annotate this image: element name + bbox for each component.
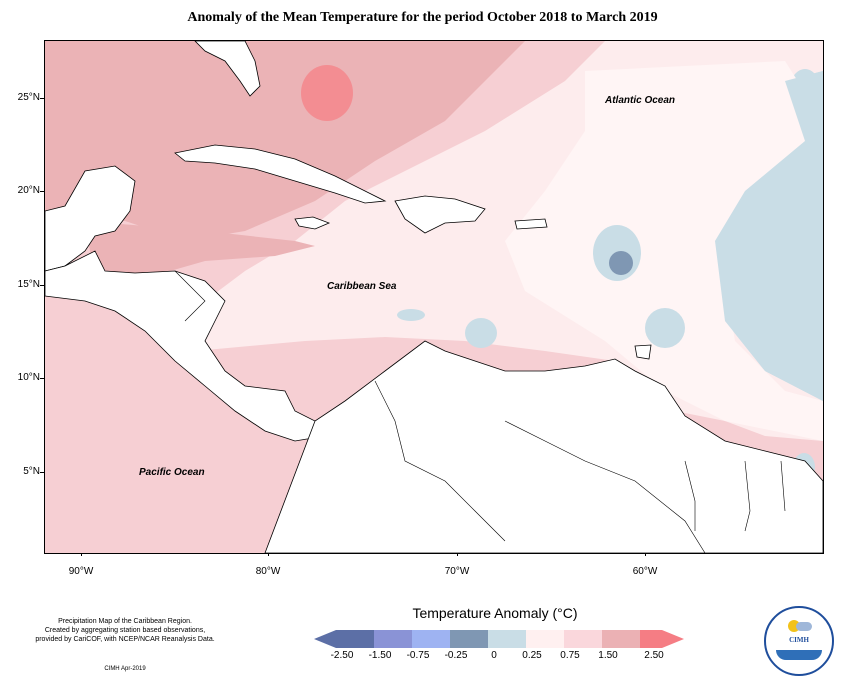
legend-tick-label: -0.25 [444, 650, 468, 661]
anomaly-hotspot-bahamas [301, 65, 353, 121]
logo-text: CIMH [789, 636, 809, 644]
pacific-ocean-label: Pacific Ocean [139, 467, 205, 478]
legend-swatch [602, 630, 640, 648]
anomaly-coldspot-barbados [645, 308, 685, 348]
legend-tick-label: -0.75 [406, 650, 430, 661]
legend-swatch [412, 630, 450, 648]
land-puerto-rico [514, 218, 548, 230]
legend-swatch-high-arrow [662, 630, 684, 648]
anomaly-map[interactable]: Atlantic Ocean Caribbean Sea Pacific Oce… [44, 40, 824, 554]
land-hispaniola [394, 195, 486, 234]
legend-swatch [450, 630, 488, 648]
border-colombia-venezuela [374, 380, 506, 542]
land-florida [194, 41, 261, 97]
anomaly-field-atlantic-cool-2 [715, 71, 823, 401]
caribbean-sea-label: Caribbean Sea [327, 281, 397, 292]
anomaly-field-neutral [505, 61, 823, 441]
lat-tick-20: 20°N [17, 185, 40, 196]
cloud-icon [796, 622, 812, 631]
border-guyana-suriname [684, 460, 696, 531]
legend-swatch [374, 630, 412, 648]
caption-line-2: Created by aggregating station based obs… [44, 627, 206, 634]
wave-icon [776, 650, 822, 660]
legend-tick-label: 0 [491, 650, 497, 661]
land-trinidad [634, 344, 652, 360]
country-borders [174, 270, 786, 553]
border-fguiana-brazil [780, 460, 786, 512]
lon-tickmark [268, 552, 269, 556]
lon-tick-60: 60°W [632, 566, 658, 577]
caption-line-1: Precipitation Map of the Caribbean Regio… [58, 618, 192, 625]
legend-tick-label: 0.25 [522, 650, 542, 661]
land-jamaica [294, 216, 331, 230]
credit-text: CIMH Apr-2019 [104, 666, 146, 672]
lat-tick-15: 15°N [17, 279, 40, 290]
legend-colorbar [314, 630, 684, 648]
legend-tick-label: -2.50 [330, 650, 354, 661]
border-venezuela-brazil [504, 420, 706, 553]
lat-tickmark [40, 472, 44, 473]
lat-tickmark [40, 285, 44, 286]
legend-title: Temperature Anomaly (°C) [412, 605, 578, 621]
legend-tick-label: 0.75 [560, 650, 580, 661]
legend-swatch [336, 630, 374, 648]
land-south-america [264, 340, 823, 553]
land-outlines [45, 41, 823, 553]
lon-tickmark [81, 552, 82, 556]
lat-tick-5: 5°N [23, 466, 40, 477]
legend-swatch [526, 630, 564, 648]
lon-tick-90: 90°W [68, 566, 94, 577]
legend-swatch [488, 630, 526, 648]
map-caption: Precipitation Map of the Caribbean Regio… [0, 617, 250, 644]
map-title: Anomaly of the Mean Temperature for the … [187, 10, 658, 25]
legend-tick-label: 2.50 [644, 650, 664, 661]
border-suriname-fguiana [744, 460, 751, 532]
legend-swatch [640, 630, 662, 648]
lon-tick-70: 70°W [444, 566, 470, 577]
anomaly-field-honduras [85, 221, 315, 281]
anomaly-coldspot-antilles-core [609, 251, 633, 275]
legend-swatch [564, 630, 602, 648]
lon-tickmark [645, 552, 646, 556]
border-central-america [174, 270, 206, 322]
anomaly-coldspot-curacao [465, 318, 497, 348]
anomaly-field-0.75 [45, 41, 525, 241]
legend-swatch-low-arrow [314, 630, 336, 648]
legend-tick-label: -1.50 [368, 650, 392, 661]
legend-tick-label: 1.50 [598, 650, 618, 661]
lon-tickmark [457, 552, 458, 556]
anomaly-coldspot-sea [397, 309, 425, 321]
lat-tickmark [40, 191, 44, 192]
atlantic-ocean-label: Atlantic Ocean [605, 95, 676, 106]
lon-tick-80: 80°W [255, 566, 281, 577]
anomaly-map-svg [45, 41, 823, 553]
land-cuba [174, 144, 387, 204]
caption-line-3: provided by CariCOF, with NCEP/NCAR Rean… [35, 636, 215, 643]
lat-tick-10: 10°N [17, 372, 40, 383]
lat-tick-25: 25°N [17, 92, 40, 103]
lat-tickmark [40, 378, 44, 379]
land-central-america [45, 250, 326, 442]
lat-tickmark [40, 98, 44, 99]
cimh-logo: CIMH [764, 606, 834, 676]
